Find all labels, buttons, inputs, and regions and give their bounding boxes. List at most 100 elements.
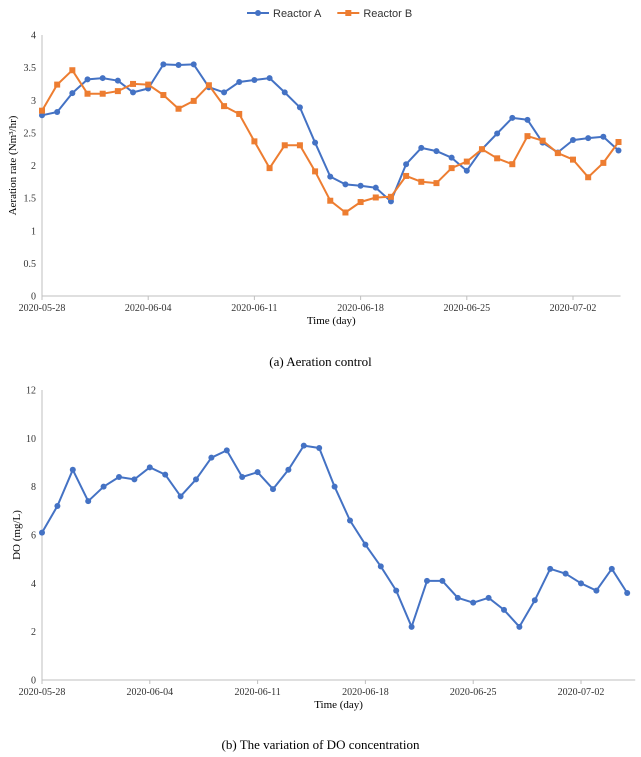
data-point xyxy=(524,133,531,140)
data-point xyxy=(69,90,76,97)
data-point xyxy=(54,108,61,115)
data-point xyxy=(251,77,258,84)
y-tick-label: 8 xyxy=(31,482,36,493)
data-point xyxy=(362,541,369,548)
series-group xyxy=(39,61,622,216)
data-point xyxy=(312,139,319,146)
data-point xyxy=(539,137,546,144)
data-point xyxy=(223,447,230,454)
data-point xyxy=(300,442,307,449)
y-tick-label: 0 xyxy=(31,292,36,303)
data-point xyxy=(162,471,169,478)
data-point xyxy=(448,154,455,161)
y-tick-label: 2 xyxy=(31,627,36,638)
data-point xyxy=(554,150,561,157)
x-tick-label: 2020-06-11 xyxy=(234,687,280,698)
data-point xyxy=(403,172,410,179)
data-point xyxy=(130,80,137,87)
x-tick-labels: 2020-05-28 2020-06-04 2020-06-11 2020-06-18… xyxy=(19,687,605,698)
y-tick-label: 4 xyxy=(31,579,36,590)
series-line-1 xyxy=(41,444,629,628)
data-point xyxy=(418,178,425,185)
data-point xyxy=(221,89,228,96)
data-point xyxy=(114,88,121,95)
data-point xyxy=(160,61,167,68)
data-point xyxy=(100,483,107,490)
data-point xyxy=(130,89,137,96)
data-point xyxy=(266,75,273,82)
y-tick-label: 1.5 xyxy=(24,194,37,205)
data-point xyxy=(593,587,600,594)
x-tick-label: 2020-05-28 xyxy=(19,303,66,314)
data-point xyxy=(418,144,425,151)
data-point xyxy=(509,161,516,168)
y-tick-label: 1 xyxy=(31,226,36,237)
data-point xyxy=(84,76,91,83)
data-point xyxy=(296,104,303,111)
data-point xyxy=(236,78,243,85)
data-point xyxy=(236,110,243,117)
y-tick-labels: 0 2 4 6 8 10 12 xyxy=(26,386,36,687)
data-point xyxy=(615,147,622,154)
y-tick-label: 12 xyxy=(26,386,36,397)
legend-label: Reactor B xyxy=(363,8,412,20)
data-point xyxy=(433,148,440,155)
data-point xyxy=(99,75,106,82)
data-point xyxy=(254,469,261,476)
x-tick-label: 2020-06-25 xyxy=(450,687,497,698)
data-point xyxy=(372,184,379,191)
axes xyxy=(41,35,621,300)
data-point xyxy=(357,199,364,206)
legend-marker xyxy=(345,10,352,16)
data-point xyxy=(387,198,394,205)
x-axis-title: Time (day) xyxy=(307,315,356,327)
data-point xyxy=(463,158,470,165)
data-point xyxy=(463,167,470,174)
data-point xyxy=(387,193,394,200)
data-point xyxy=(494,130,501,137)
data-point xyxy=(485,594,492,601)
data-point xyxy=(146,464,153,471)
y-tick-label: 4 xyxy=(31,31,36,42)
data-point xyxy=(145,81,152,88)
data-point xyxy=(578,580,584,587)
y-tick-labels: 0 0.5 1 1.5 2 2.5 3 3.5 4 xyxy=(24,31,37,303)
y-tick-label: 0.5 xyxy=(24,259,37,270)
y-axis-title: DO (mg/L) xyxy=(11,510,23,560)
y-tick-label: 2 xyxy=(31,161,36,172)
data-point xyxy=(327,173,334,180)
data-point xyxy=(433,180,440,187)
x-axis-title: Time (day) xyxy=(314,699,363,711)
data-point xyxy=(342,181,349,188)
x-tick-label: 2020-06-04 xyxy=(125,303,172,314)
data-point xyxy=(312,168,319,175)
data-point xyxy=(208,454,215,461)
data-point xyxy=(316,445,323,451)
data-point xyxy=(175,105,182,112)
data-point xyxy=(524,116,531,123)
data-point xyxy=(516,623,523,630)
data-point xyxy=(615,139,622,146)
x-tick-label: 2020-06-11 xyxy=(231,303,277,314)
data-point xyxy=(509,114,516,121)
data-point xyxy=(478,146,485,153)
data-point xyxy=(85,498,92,505)
x-tick-label: 2020-06-18 xyxy=(342,687,389,698)
data-point xyxy=(239,474,246,480)
x-tick-label: 2020-06-18 xyxy=(337,303,384,314)
data-point xyxy=(454,594,461,601)
x-tick-label: 2020-07-02 xyxy=(558,687,605,698)
data-point xyxy=(193,476,199,483)
x-tick-label: 2020-06-04 xyxy=(126,687,173,698)
data-point xyxy=(372,194,379,201)
series-group xyxy=(39,442,631,630)
data-point xyxy=(266,165,273,172)
y-tick-label: 6 xyxy=(31,531,36,542)
data-point xyxy=(377,563,384,570)
data-point xyxy=(570,137,576,144)
data-point xyxy=(585,135,592,142)
data-point xyxy=(281,89,288,96)
data-point xyxy=(131,476,138,483)
series-line-2 xyxy=(41,69,620,214)
data-point xyxy=(570,156,576,163)
